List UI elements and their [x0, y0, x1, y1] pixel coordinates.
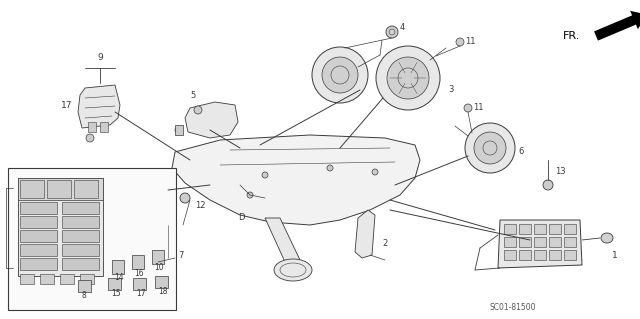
- Circle shape: [86, 134, 94, 142]
- Text: 11: 11: [473, 103, 483, 113]
- Bar: [62, 244, 99, 256]
- Bar: [534, 250, 546, 260]
- Bar: [108, 278, 121, 290]
- Bar: [504, 250, 516, 260]
- Circle shape: [386, 26, 398, 38]
- Text: 10: 10: [154, 263, 164, 272]
- Ellipse shape: [274, 259, 312, 281]
- Bar: [152, 250, 164, 264]
- Polygon shape: [185, 102, 238, 138]
- Circle shape: [247, 192, 253, 198]
- Text: 14: 14: [114, 273, 124, 283]
- Text: 18: 18: [158, 287, 168, 296]
- Bar: [74, 180, 98, 198]
- Circle shape: [372, 169, 378, 175]
- Circle shape: [474, 132, 506, 164]
- Bar: [564, 237, 576, 247]
- Bar: [549, 250, 561, 260]
- Text: 7: 7: [178, 250, 184, 259]
- Polygon shape: [265, 218, 300, 262]
- Bar: [133, 278, 146, 290]
- Polygon shape: [355, 210, 375, 258]
- Bar: [504, 237, 516, 247]
- Text: 8: 8: [81, 292, 86, 300]
- Bar: [155, 276, 168, 288]
- Bar: [40, 274, 54, 284]
- Circle shape: [543, 180, 553, 190]
- Text: 11: 11: [465, 38, 476, 47]
- Circle shape: [387, 57, 429, 99]
- Bar: [20, 274, 34, 284]
- Text: FR.: FR.: [563, 31, 580, 41]
- Text: 9: 9: [97, 54, 103, 63]
- Text: 1: 1: [612, 250, 618, 259]
- Bar: [62, 216, 99, 228]
- Bar: [8, 168, 176, 310]
- Bar: [564, 224, 576, 234]
- Polygon shape: [18, 178, 103, 276]
- Bar: [60, 274, 74, 284]
- Polygon shape: [498, 220, 582, 268]
- Bar: [519, 250, 531, 260]
- Ellipse shape: [601, 233, 613, 243]
- Text: 17: 17: [61, 100, 72, 109]
- Text: 16: 16: [134, 269, 143, 278]
- Bar: [20, 216, 57, 228]
- Circle shape: [327, 165, 333, 171]
- Bar: [549, 224, 561, 234]
- Bar: [175, 125, 183, 135]
- Bar: [534, 224, 546, 234]
- Bar: [519, 224, 531, 234]
- Circle shape: [175, 127, 181, 133]
- Bar: [100, 122, 108, 132]
- Bar: [519, 237, 531, 247]
- Text: D: D: [238, 213, 244, 222]
- Bar: [62, 230, 99, 242]
- Circle shape: [194, 106, 202, 114]
- Bar: [88, 122, 96, 132]
- Bar: [20, 244, 57, 256]
- Bar: [534, 237, 546, 247]
- Text: 4: 4: [400, 24, 405, 33]
- Circle shape: [465, 123, 515, 173]
- Text: SC01-81500: SC01-81500: [490, 303, 536, 313]
- Text: 15: 15: [111, 290, 120, 299]
- Bar: [78, 280, 91, 292]
- Polygon shape: [172, 135, 420, 225]
- Circle shape: [180, 193, 190, 203]
- Circle shape: [464, 104, 472, 112]
- Bar: [62, 258, 99, 270]
- Bar: [112, 260, 124, 274]
- FancyArrow shape: [594, 11, 640, 41]
- Circle shape: [312, 47, 368, 103]
- Circle shape: [262, 172, 268, 178]
- Text: 2: 2: [382, 239, 387, 248]
- Bar: [20, 230, 57, 242]
- Bar: [18, 178, 103, 200]
- Polygon shape: [78, 85, 120, 128]
- Text: 12: 12: [195, 201, 205, 210]
- Bar: [20, 180, 44, 198]
- Circle shape: [376, 46, 440, 110]
- Bar: [62, 202, 99, 214]
- Bar: [564, 250, 576, 260]
- Circle shape: [456, 38, 464, 46]
- Text: 6: 6: [518, 147, 524, 157]
- Bar: [20, 258, 57, 270]
- Bar: [80, 274, 94, 284]
- Bar: [549, 237, 561, 247]
- Bar: [132, 255, 144, 269]
- Text: 13: 13: [555, 167, 566, 176]
- Circle shape: [322, 57, 358, 93]
- Bar: [47, 180, 71, 198]
- Bar: [504, 224, 516, 234]
- Text: 5: 5: [190, 91, 195, 100]
- Text: 17: 17: [136, 290, 146, 299]
- Bar: [20, 202, 57, 214]
- Text: 3: 3: [448, 85, 453, 94]
